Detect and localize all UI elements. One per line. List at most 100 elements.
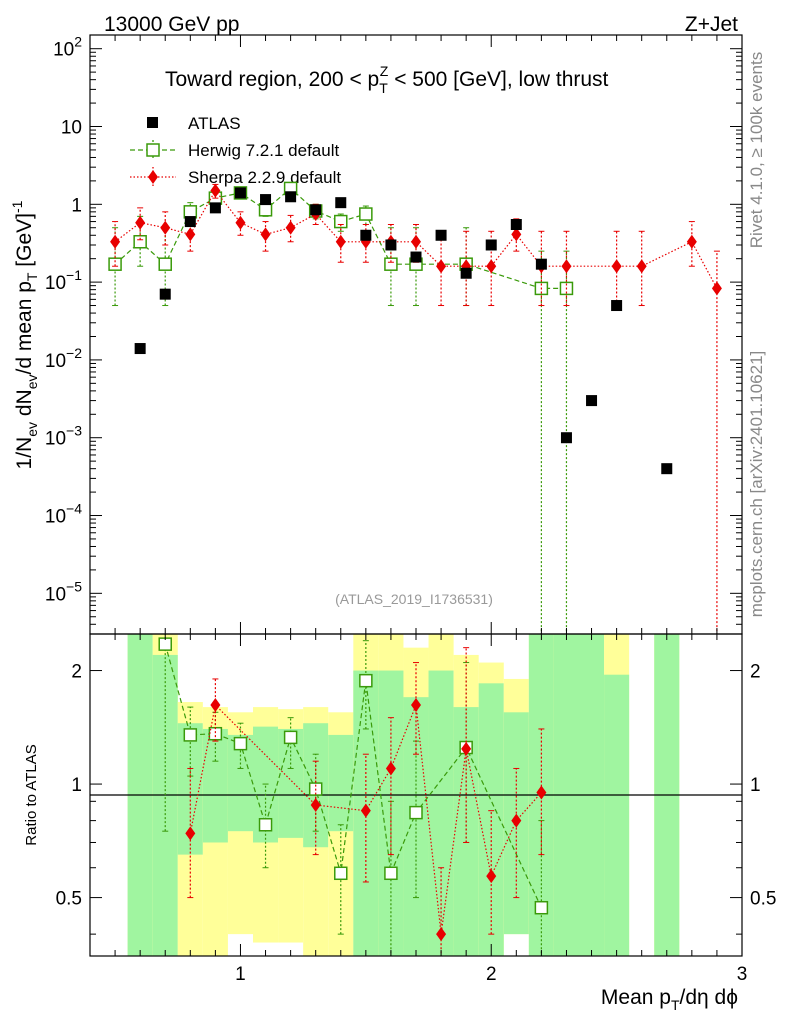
ylabel-sub-ev1: ev <box>24 422 40 437</box>
atlas-point-9 <box>335 197 347 209</box>
atlas-point-16 <box>510 219 522 231</box>
main-y-tick-base-3: 10 <box>45 351 66 372</box>
legend: ATLAS Herwig 7.2.1 default Sherpa 2.2.9 … <box>130 114 341 187</box>
sherpa-point-21 <box>686 234 697 249</box>
process-label: Z+Jet <box>685 13 738 36</box>
atlas-point-4 <box>209 202 221 214</box>
main-title-part-b: < 500 [GeV], low thrust <box>388 68 608 91</box>
ratio-herwig-point-8 <box>359 673 373 688</box>
ylabel-sup: -1 <box>9 200 25 213</box>
ratio-herwig-point-3 <box>233 736 248 751</box>
sherpa-point-5 <box>235 215 246 230</box>
main-y-tick-exp-1: −4 <box>66 501 82 517</box>
ratio-sherpa-point-4 <box>385 761 396 776</box>
atlas-point-17 <box>535 258 547 270</box>
atlas-point-21 <box>636 666 647 677</box>
atlas-point-5 <box>234 187 246 199</box>
legend-sherpa-label: Sherpa 2.2.9 default <box>188 168 341 187</box>
ratio-herwig-point-12 <box>534 900 549 915</box>
xlabel-part2: /dη dϕ <box>680 986 738 1009</box>
herwig-point-10 <box>359 207 373 221</box>
ylabel-sub-t: T <box>24 272 40 281</box>
herwig-point-2 <box>158 257 172 271</box>
main-y-tick-exp-2: −3 <box>66 423 82 439</box>
main-y-tick-exp-4: −1 <box>66 267 82 283</box>
atlas-point-2 <box>159 288 171 300</box>
ratio-y-axis-title: Ratio to ATLAS <box>23 744 40 845</box>
ratio-sherpa-point-7 <box>461 741 472 756</box>
ratio-y-tick-label-right-0: 0.5 <box>750 889 776 910</box>
legend-sherpa-marker <box>148 170 158 184</box>
sherpa-point-22 <box>711 281 722 296</box>
atlas-point-23 <box>686 666 697 677</box>
ratio-herwig-point-10 <box>409 805 423 820</box>
main-y-tick-base-6: 10 <box>61 118 82 139</box>
herwig-point-0 <box>108 257 122 271</box>
ratio-y-tick-label-left-0: 0.5 <box>56 889 82 910</box>
herwig-point-6 <box>258 203 273 217</box>
main-y-tick-label-5: 1 <box>71 195 82 216</box>
sherpa-point-6 <box>260 227 271 242</box>
ratio-sherpa-point-2 <box>310 798 321 813</box>
ratio-sherpa-point-10 <box>536 785 547 800</box>
sherpa-point-13 <box>436 259 447 274</box>
sherpa-point-12 <box>411 234 421 249</box>
atlas-point-11 <box>385 239 397 251</box>
analysis-watermark: (ATLAS_2019_I1736531) <box>335 591 493 607</box>
ratio-band-green-19 <box>604 674 630 956</box>
rivet-version-label: Rivet 4.1.0, ≥ 100k events <box>747 52 766 248</box>
herwig-point-3 <box>183 205 198 219</box>
ratio-herwig-point-4 <box>258 818 273 832</box>
main-y-tick-label-0: 10−5 <box>45 578 82 605</box>
main-y-tick-exp-0: −5 <box>66 578 82 594</box>
sherpa-point-19 <box>611 259 622 274</box>
sherpa-point-7 <box>285 220 296 235</box>
atlas-point-8 <box>310 204 322 216</box>
atlas-point-6 <box>260 194 272 206</box>
main-title-part-a: Toward region, 200 < p <box>165 68 379 91</box>
ratio-sherpa-line <box>189 703 542 935</box>
ratio-herwig-point-7 <box>334 866 348 881</box>
main-y-tick-base-4: 10 <box>45 273 66 294</box>
x-axis-title: Mean pT/dη dϕ <box>601 986 738 1013</box>
ratio-band-green-3 <box>202 728 228 843</box>
ratio-y-tick-label-left-2: 2 <box>71 662 82 683</box>
main-y-tick-exp-7: 2 <box>74 34 82 50</box>
atlas-point-15 <box>485 239 497 251</box>
atlas-point-18 <box>560 432 572 444</box>
ylabel-part2: dN <box>13 389 36 422</box>
sherpa-point-3 <box>185 227 196 242</box>
atlas-point-7 <box>285 191 297 203</box>
x-tick-label-1: 1 <box>235 964 246 985</box>
herwig-point-1 <box>133 235 147 249</box>
ratio-herwig-point-1 <box>183 728 198 742</box>
legend-herwig-marker <box>146 143 160 157</box>
ratio-herwig-point-9 <box>384 866 398 881</box>
main-y-tick-label-1: 10−4 <box>45 501 82 528</box>
main-y-tick-base-7: 10 <box>53 40 74 61</box>
main-atlas-series <box>110 187 697 677</box>
ratio-band-green-11 <box>403 697 429 956</box>
legend-atlas-label: ATLAS <box>188 114 241 133</box>
atlas-point-13 <box>435 229 447 241</box>
ratio-sherpa-series <box>185 647 547 956</box>
x-tick-label-3: 3 <box>737 964 748 985</box>
sherpa-point-18 <box>561 259 572 274</box>
sherpa-point-9 <box>335 234 346 249</box>
sherpa-point-1 <box>135 215 146 230</box>
atlas-point-19 <box>586 395 598 407</box>
atlas-point-10 <box>360 229 372 241</box>
main-y-tick-label-6: 10 <box>61 118 82 139</box>
atlas-point-14 <box>460 267 472 279</box>
atlas-point-0 <box>110 666 121 677</box>
ylabel-part3: /d mean p <box>13 281 36 374</box>
main-y-axis-title: 1/Nev dNev/d mean pT [GeV]-1 <box>9 200 40 469</box>
atlas-point-1 <box>134 343 146 355</box>
legend-atlas-marker <box>147 117 158 128</box>
ratio-band-green-6 <box>278 728 304 838</box>
main-y-tick-label-4: 10−1 <box>45 267 82 294</box>
atlas-point-20 <box>611 300 623 312</box>
atlas-point-12 <box>410 251 422 263</box>
main-y-tick-base-2: 10 <box>45 429 66 450</box>
main-title: Toward region, 200 < pTZ < 500 [GeV], lo… <box>165 63 609 96</box>
